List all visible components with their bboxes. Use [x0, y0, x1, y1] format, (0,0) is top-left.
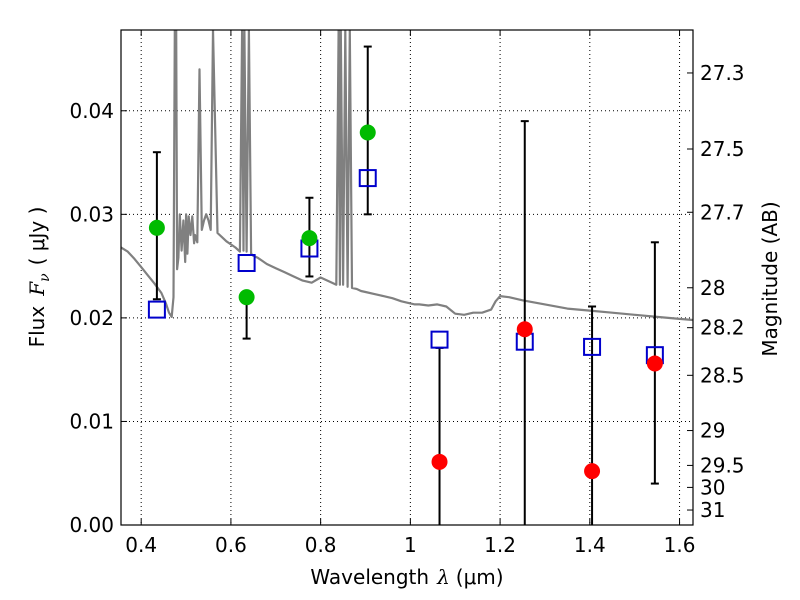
x-tick-label: 1.2 — [484, 533, 516, 557]
y-axis-label: Flux — [25, 306, 49, 348]
plot-area — [121, 30, 693, 525]
magnitude-tick-label: 27.7 — [700, 200, 745, 224]
model-spectrum — [121, 30, 693, 322]
observed-flux-markers — [148, 124, 663, 480]
x-axis-ticks: 0.4 0.6 0.8 1 1.2 1.4 1.6 — [125, 30, 695, 557]
x-axis-unit: (μm) — [456, 565, 504, 589]
x-tick-label: 0.6 — [215, 533, 247, 557]
upper-limit-point — [431, 453, 448, 470]
y-tick-label: 0.04 — [69, 99, 114, 123]
x-tick-label: 0.8 — [305, 533, 337, 557]
magnitude-tick-label: 28.5 — [700, 363, 745, 387]
y-axis-unit: ( μJy ) — [25, 207, 49, 266]
x-tick-label: 1.6 — [664, 533, 696, 557]
model-photometry-square — [147, 300, 166, 319]
detection-point — [301, 230, 318, 247]
y-tick-label: 0.02 — [69, 306, 114, 330]
magnitude-tick-label: 28.2 — [700, 316, 745, 340]
upper-limit-point — [584, 463, 601, 480]
magnitude-tick-label: 31 — [700, 498, 725, 522]
model-photometry-square — [358, 169, 377, 188]
detection-point — [148, 219, 165, 236]
model-photometry-square — [430, 330, 449, 349]
upper-limit-point — [516, 321, 533, 338]
magnitude-axis-title: Magnitude (AB) — [758, 201, 782, 356]
magnitude-tick-label: 29.5 — [700, 453, 745, 477]
magnitude-tick-label: 27.3 — [700, 61, 745, 85]
x-axis-label: Wavelength — [310, 565, 429, 589]
x-tick-label: 0.4 — [125, 533, 157, 557]
magnitude-tick-label: 29 — [700, 419, 725, 443]
magnitude-tick-label: 27.5 — [700, 137, 745, 161]
y-tick-label: 0.00 — [69, 513, 114, 537]
x-axis-symbol: λ — [436, 565, 450, 589]
model-photometry-square — [237, 254, 256, 273]
magnitude-tick-label: 30 — [700, 475, 725, 499]
y-axis-symbol-sub: ν — [37, 273, 53, 282]
x-tick-label: 1.4 — [574, 533, 606, 557]
y-axis-title: Flux Fν ( μJy ) — [25, 207, 53, 348]
y-tick-label: 0.03 — [69, 202, 114, 226]
detection-point — [359, 124, 376, 141]
upper-limit-point — [646, 355, 663, 372]
x-tick-label: 1 — [404, 533, 417, 557]
plot-frame — [120, 29, 694, 526]
model-photometry-square — [583, 337, 602, 356]
model-spectrum-line — [121, 30, 693, 322]
y-tick-label: 0.01 — [69, 409, 114, 433]
y-axis-symbol: F — [25, 281, 49, 297]
magnitude-tick-label: 28 — [700, 276, 725, 300]
x-axis-title: Wavelength λ (μm) — [310, 565, 503, 589]
detection-point — [238, 289, 255, 306]
y-axis-ticks: 0.00 0.01 0.02 0.03 0.04 — [69, 99, 127, 537]
